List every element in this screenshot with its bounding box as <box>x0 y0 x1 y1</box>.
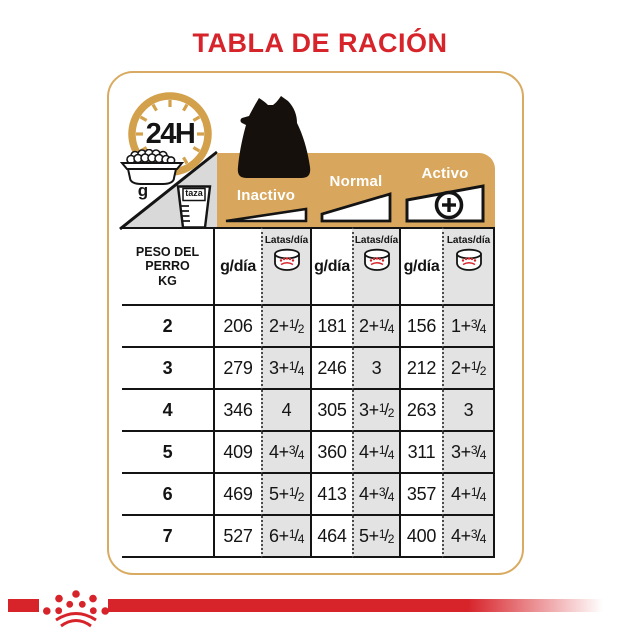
weight-header-cell: PESO DEL PERRO KG <box>122 227 215 306</box>
grams-per-day-cell: 469 <box>215 474 261 516</box>
cans-per-day-cell: 5+ 1/2 <box>352 516 401 558</box>
header-zone: 24H g taza Inactivo <box>109 73 522 230</box>
grams-per-day-cell: 464 <box>312 516 352 558</box>
grams-per-day-cell: 413 <box>312 474 352 516</box>
grams-per-day-cell: 181 <box>312 306 352 348</box>
kibble-bowl-icon <box>119 149 185 185</box>
grams-per-day-cell: 360 <box>312 432 352 474</box>
cans-per-day-cell: 4+ 3/4 <box>261 432 312 474</box>
cans-per-day-cell: 4+ 3/4 <box>352 474 401 516</box>
cans-col-header: Latas/día <box>352 227 401 306</box>
weight-cell: 3 <box>122 348 215 390</box>
activity-inactivo: Inactivo <box>221 187 311 223</box>
cans-per-day-cell: 4+ 1/4 <box>352 432 401 474</box>
cans-per-day-cell: 3+ 1/4 <box>261 348 312 390</box>
weight-cell: 4 <box>122 390 215 432</box>
grams-per-day-cell: 400 <box>401 516 442 558</box>
can-icon <box>273 248 300 271</box>
ration-table: PESO DEL PERRO KG g/día Latas/día g/día … <box>122 227 495 558</box>
grams-per-day-cell: 311 <box>401 432 442 474</box>
cans-per-day-cell: 3 <box>442 390 495 432</box>
activity-normal: Normal <box>317 173 395 223</box>
royal-canin-crown-logo <box>43 590 109 628</box>
cans-per-day-cell: 2+ 1/2 <box>442 348 495 390</box>
cans-per-day-cell: 2+ 1/2 <box>261 306 312 348</box>
weight-cell: 5 <box>122 432 215 474</box>
grams-per-day-cell: 357 <box>401 474 442 516</box>
grams-per-day-cell: 279 <box>215 348 261 390</box>
brand-band-left <box>8 599 39 612</box>
grams-per-day-cell: 263 <box>401 390 442 432</box>
activo-wedge-plus-icon <box>405 184 485 223</box>
grams-col-header: g/día <box>215 227 261 306</box>
cup-taza-label: taza <box>185 188 203 198</box>
weight-cell: 2 <box>122 306 215 348</box>
page-title: TABLA DE RACIÓN <box>192 28 448 58</box>
grams-unit-label: g <box>137 181 149 200</box>
cans-per-day-cell: 4+ 3/4 <box>442 516 495 558</box>
cans-col-header: Latas/día <box>261 227 312 306</box>
clock-24h-label: 24H <box>145 117 196 150</box>
cans-per-day-cell: 5+ 1/2 <box>261 474 312 516</box>
grams-per-day-cell: 156 <box>401 306 442 348</box>
weight-cell: 7 <box>122 516 215 558</box>
cans-per-day-cell: 6+ 1/4 <box>261 516 312 558</box>
cans-per-day-cell: 2+ 1/4 <box>352 306 401 348</box>
activity-label: Normal <box>329 173 383 190</box>
can-icon <box>455 248 482 271</box>
activity-label: Activo <box>421 165 469 182</box>
grams-per-day-cell: 346 <box>215 390 261 432</box>
grams-per-day-cell: 527 <box>215 516 261 558</box>
grams-col-header: g/día <box>401 227 442 306</box>
grams-per-day-cell: 305 <box>312 390 352 432</box>
normal-wedge-icon <box>320 192 392 223</box>
cans-col-header: Latas/día <box>442 227 495 306</box>
brand-band-right <box>108 599 608 612</box>
cans-per-day-cell: 3+ 1/2 <box>352 390 401 432</box>
can-icon <box>363 248 390 271</box>
cans-per-day-cell: 3+ 3/4 <box>442 432 495 474</box>
activity-label: Inactivo <box>236 187 296 204</box>
grams-per-day-cell: 246 <box>312 348 352 390</box>
grams-per-day-cell: 212 <box>401 348 442 390</box>
inactivo-wedge-icon <box>225 207 308 223</box>
ration-panel: 24H g taza Inactivo <box>107 71 524 575</box>
grams-per-day-cell: 206 <box>215 306 261 348</box>
cans-per-day-cell: 4 <box>261 390 312 432</box>
cans-per-day-cell: 1+ 3/4 <box>442 306 495 348</box>
grams-col-header: g/día <box>312 227 352 306</box>
yorkshire-dog-silhouette-icon <box>237 96 311 178</box>
cans-per-day-cell: 4+ 1/4 <box>442 474 495 516</box>
weight-cell: 6 <box>122 474 215 516</box>
cans-per-day-cell: 3 <box>352 348 401 390</box>
grams-per-day-cell: 409 <box>215 432 261 474</box>
activity-activo: Activo <box>403 165 487 223</box>
